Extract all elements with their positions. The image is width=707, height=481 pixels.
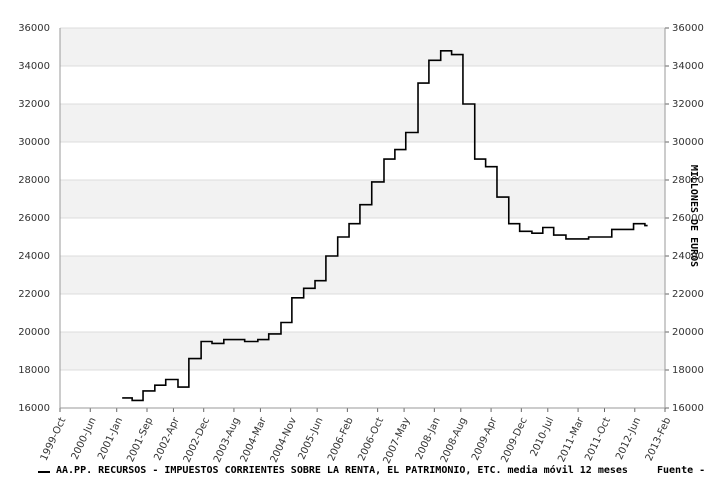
y2-tick-label: 18000 (672, 365, 704, 376)
y2-tick-label: 28000 (672, 175, 704, 186)
x-tick-label: 2008-Aug (439, 416, 469, 464)
y-tick-label: 30000 (18, 137, 50, 148)
x-tick-label: 2000-Jun (70, 416, 99, 462)
x-tick-label: 2001-Jan (96, 416, 125, 461)
y-tick-label: 22000 (18, 289, 50, 300)
y-tick-label: 28000 (18, 175, 50, 186)
x-tick-label: 2013-Feb (644, 416, 674, 463)
x-tick-label: 2001-Sep (125, 416, 155, 464)
x-tick-label: 2004-Nov (269, 416, 300, 465)
y2-tick-label: 16000 (672, 403, 704, 414)
y2-tick-label: 22000 (672, 289, 704, 300)
x-tick-label: 2006-Feb (326, 416, 356, 463)
band (60, 180, 665, 218)
line (122, 50, 648, 402)
x-tick-label: 2010-Jul (529, 416, 557, 458)
x-tick-label: 2012-Jun (614, 416, 643, 462)
y-tick-label: 36000 (18, 23, 50, 34)
x-tick-label: 2002-Apr (152, 415, 182, 462)
y2-tick-label: 24000 (672, 251, 704, 262)
x-tick-label: 2008-Jan (414, 416, 443, 461)
y-tick-label: 34000 (18, 61, 50, 72)
y-tick-label: 20000 (18, 327, 50, 338)
band (60, 256, 665, 294)
x-tick-label: 2009-Apr (470, 415, 500, 462)
y2-axis-title: MILLONES DE EUROS (688, 165, 699, 267)
x-tick-label: 2006-Oct (356, 416, 386, 463)
y2-tick-label: 32000 (672, 99, 704, 110)
legend-label: AA.PP. RECURSOS - IMPUESTOS CORRIENTES S… (56, 464, 628, 476)
x-tick-label: 2011-Oct (583, 416, 613, 463)
y2-tick-label: 20000 (672, 327, 704, 338)
source: Fuente - (657, 465, 705, 476)
y2-tick-label: 34000 (672, 61, 704, 72)
band (60, 332, 665, 370)
y2-tick-label: 36000 (672, 23, 704, 34)
x-tick-label: 1999-Oct (39, 416, 69, 463)
x-tick-label: 2007-May (382, 416, 413, 466)
band (60, 104, 665, 142)
y2-tick-label: 30000 (672, 137, 704, 148)
y-tick-label: 32000 (18, 99, 50, 110)
y-tick-label: 16000 (18, 403, 50, 414)
y-tick-label: 24000 (18, 251, 50, 262)
y-tick-label: 26000 (18, 213, 50, 224)
x-tick-label: 2002-Dec (182, 416, 212, 465)
y-tick-label: 18000 (18, 365, 50, 376)
x-tick-label: 2004-Mar (239, 415, 270, 464)
x-tick-label: 2011-Mar (556, 415, 587, 464)
y2-tick-label: 26000 (672, 213, 704, 224)
x-tick-label: 2003-Aug (212, 416, 242, 464)
x-tick-label: 2005-Jun (296, 416, 325, 462)
x-tick-label: 2009-Dec (499, 416, 529, 465)
band (60, 28, 665, 66)
